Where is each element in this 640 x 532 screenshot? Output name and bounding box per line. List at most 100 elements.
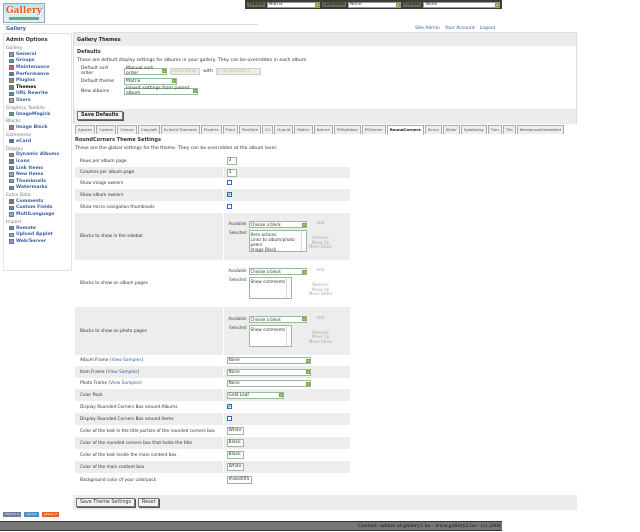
available-block-select[interactable]: Choose a block [248,221,307,228]
sidebar-item-performance[interactable]: Performance [6,71,69,78]
tab-pglightbox[interactable]: PGlightbox [333,125,361,134]
tab-nature[interactable]: Nature [313,125,333,134]
rc-albums-checkbox[interactable]: ✔ [226,404,232,410]
available-block-select[interactable]: Choose a block [248,268,307,275]
sidebar-item-general[interactable]: General [6,51,69,58]
xhtml-badge[interactable]: xhtml 1.0 [3,512,22,517]
tab-splatbang[interactable]: Splatbang [460,125,487,134]
colorpack-select[interactable]: None [347,1,402,8]
sidebar-item-ecard[interactable]: eCard [6,138,69,145]
selected-block[interactable]: Links to album/photo peers [250,237,295,247]
sidebar-item-url-rewrite[interactable]: URL Rewrite [6,91,69,98]
sidebar-item-dynamic-albums[interactable]: Dynamic Albums [6,152,69,159]
sidebar-item-maintenance[interactable]: Maintenance [6,64,69,71]
selected-block[interactable]: Show comments [250,326,286,332]
tab-carbon[interactable]: Carbon [96,125,117,134]
tab-copyleft[interactable]: Copyleft [137,125,161,134]
tab-matrix[interactable]: Matrix [294,125,313,134]
add-block-button[interactable]: Add [316,314,325,320]
bg-color-input[interactable]: #ebd095 [226,476,252,484]
tab-siriux[interactable]: Siriux [424,125,442,134]
logout-link[interactable]: Logout [479,26,496,31]
move-up-button[interactable]: Move Up [311,239,330,245]
remove-block-button[interactable]: Remove [312,282,329,287]
photo-frame-samples-link[interactable]: View Samples [110,381,140,386]
gallery-badge[interactable]: gallery 2 [41,512,59,517]
selected-blocks-list[interactable]: Show comments [248,324,292,347]
sidebar-item-users[interactable]: Users [6,97,69,104]
new-albums-select[interactable]: Inherit settings from parent album [124,86,198,96]
colorpack-select[interactable]: Gold Leaf [226,391,284,399]
add-block-button[interactable]: Add [316,267,325,272]
tab-tile[interactable]: Tile [502,125,516,134]
tab-g1[interactable]: G1 [261,125,274,134]
sidebar-item-custom-fields[interactable]: Custom Fields [6,205,69,212]
tab-wordpressembedded[interactable]: WordpressEmbedded [516,125,564,134]
micro-nav-checkbox[interactable] [226,203,232,209]
tab-pgtheme[interactable]: PGtheme [361,125,386,134]
item-frame-samples-link[interactable]: View Samples [107,369,138,375]
sidebar-item-plugins[interactable]: Plugins [6,77,69,84]
selected-block[interactable]: Image Block [250,247,277,252]
sidebar-item-remote[interactable]: Remote [6,225,69,232]
scrollbar[interactable] [285,278,291,298]
tab-hybrid[interactable]: Hybrid [274,125,294,134]
album-owners-checkbox[interactable]: ✔ [226,192,232,198]
tab-roundcorners[interactable]: RoundCorners [386,125,424,135]
content-box-color-input[interactable]: White [226,463,244,471]
save-defaults-button[interactable]: Save Defaults [77,111,123,120]
your-account-link[interactable]: Your Account [444,26,475,31]
breadcrumb[interactable]: Gallery [6,26,27,32]
available-block-select[interactable]: Choose a block [248,315,307,323]
move-up-button[interactable]: Move Up [311,286,330,292]
sidebar-item-image-block[interactable]: Image Block [6,124,69,131]
sidebar-item-imagemagick[interactable]: ImageMagick [6,111,69,118]
image-owners-checkbox[interactable] [226,180,232,185]
theme-select[interactable]: Matrix [266,1,320,8]
tab-fluid[interactable]: Fluid [222,125,238,134]
site-admin-link[interactable]: Site Admin [415,26,440,31]
move-down-button[interactable]: Move Down [308,338,333,344]
scrollbar[interactable] [285,325,291,346]
selected-blocks-list[interactable]: Item actions Links to album/photo peers Im… [248,230,307,252]
content-text-color-input[interactable]: Black [226,451,244,459]
item-frame-select[interactable]: None [226,368,311,376]
selected-blocks-list[interactable]: Show comments [248,277,292,299]
sidebar-item-new-items[interactable]: New Items [6,171,69,178]
sidebar-item-comments[interactable]: Comments [6,198,69,205]
scrollbar[interactable] [300,231,306,251]
save-theme-settings-button[interactable]: Save Theme Settings [76,498,136,507]
sidebar-item-themes[interactable]: Themes [6,84,69,91]
tab-ajaxian[interactable]: Ajaxian [75,125,96,134]
cols-input[interactable]: 3 [226,168,237,177]
tab-portsale[interactable]: PortSale [238,125,261,134]
move-down-button[interactable]: Move Down [308,291,333,297]
sidebar-item-link-items[interactable]: Link Items [6,165,69,172]
move-down-button[interactable]: Move Down [308,244,333,250]
selected-block[interactable]: Item actions [250,232,277,237]
sidebar-item-multilanguage[interactable]: MultiLanguage [6,211,69,218]
tab-classic[interactable]: Classic [117,125,137,134]
sidebar-item-thumbnails[interactable]: Thumbnails [6,178,69,185]
sidebar-item-web-server[interactable]: Web/Server [6,238,69,245]
gallery-logo[interactable]: Gallery [3,3,45,23]
sidebar-item-icons[interactable]: Icons [6,158,69,165]
move-up-button[interactable]: Move Up [311,334,330,340]
selected-block[interactable]: Show comments [250,279,286,284]
sort-order-select[interactable]: Manual sort order [124,66,167,76]
title-box-color-input[interactable]: Black [226,439,244,447]
default-theme-select[interactable]: Matrix [124,77,177,85]
frames-select[interactable]: None [423,1,500,8]
tab-eclecticthemeds[interactable]: EclecticThemeds [161,125,200,134]
album-frame-samples-link[interactable]: View Samples [111,358,142,363]
sidebar-item-upload-applet[interactable]: Upload Applet [6,231,69,238]
photo-frame-select[interactable]: None [226,380,311,387]
css-badge[interactable]: css 2.1 [24,512,39,517]
album-frame-select[interactable]: None [226,357,311,364]
reset-button[interactable]: Reset [138,498,160,507]
title-text-color-input[interactable]: White [226,427,244,435]
tab-slider[interactable]: Slider [442,125,460,134]
sidebar-item-watermarks[interactable]: Watermarks [6,185,69,192]
add-block-button[interactable]: Add [316,220,325,225]
rows-input[interactable]: 3 [226,157,237,165]
